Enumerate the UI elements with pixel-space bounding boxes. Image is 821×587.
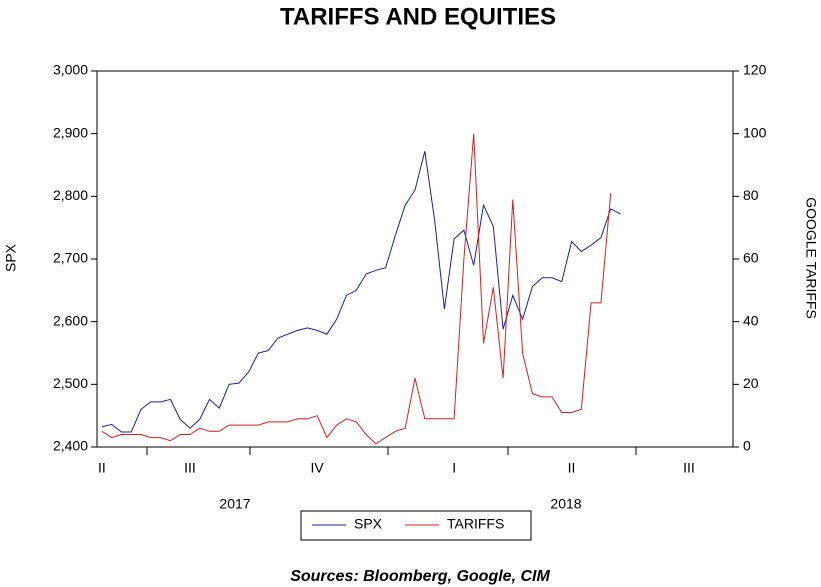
legend-label: TARIFFS	[447, 516, 504, 532]
y-tick-label: 3,000	[53, 62, 88, 78]
y2-tick-label: 40	[743, 312, 759, 328]
y2-tick-label: 100	[743, 124, 767, 140]
source-note: Sources: Bloomberg, Google, CIM	[290, 568, 550, 585]
quarter-ticks	[146, 447, 637, 455]
year-label: 2017	[219, 496, 250, 512]
y2-tick-label: 80	[743, 187, 759, 203]
x-tick-label: IV	[311, 460, 325, 476]
legend-label: SPX	[354, 516, 383, 532]
y-tick-label: 2,600	[53, 312, 88, 328]
y-tick-label: 2,800	[53, 187, 88, 203]
year-label: 2018	[550, 496, 581, 512]
x-tick-label: II	[568, 460, 576, 476]
y-tick-label: 2,700	[53, 250, 88, 266]
chart-title: TARIFFS AND EQUITIES	[280, 3, 556, 30]
x-tick-label: III	[683, 460, 695, 476]
y2-tick-label: 0	[743, 438, 751, 454]
series-line	[101, 151, 621, 433]
y-tick-label: 2,500	[53, 375, 88, 391]
x-tick-label: II	[98, 460, 106, 476]
y-axis-label: SPX	[3, 243, 19, 272]
y2-tick-label: 60	[743, 250, 759, 266]
x-tick-label: I	[452, 460, 456, 476]
series-line	[101, 133, 612, 445]
y2-axis-label: GOOGLE TARIFFS	[803, 197, 819, 319]
y2-tick-label: 120	[743, 62, 767, 78]
y-tick-label: 2,900	[53, 124, 88, 140]
x-tick-label: III	[184, 460, 196, 476]
y-tick-label: 2,400	[53, 438, 88, 454]
y2-tick-label: 20	[743, 375, 759, 391]
